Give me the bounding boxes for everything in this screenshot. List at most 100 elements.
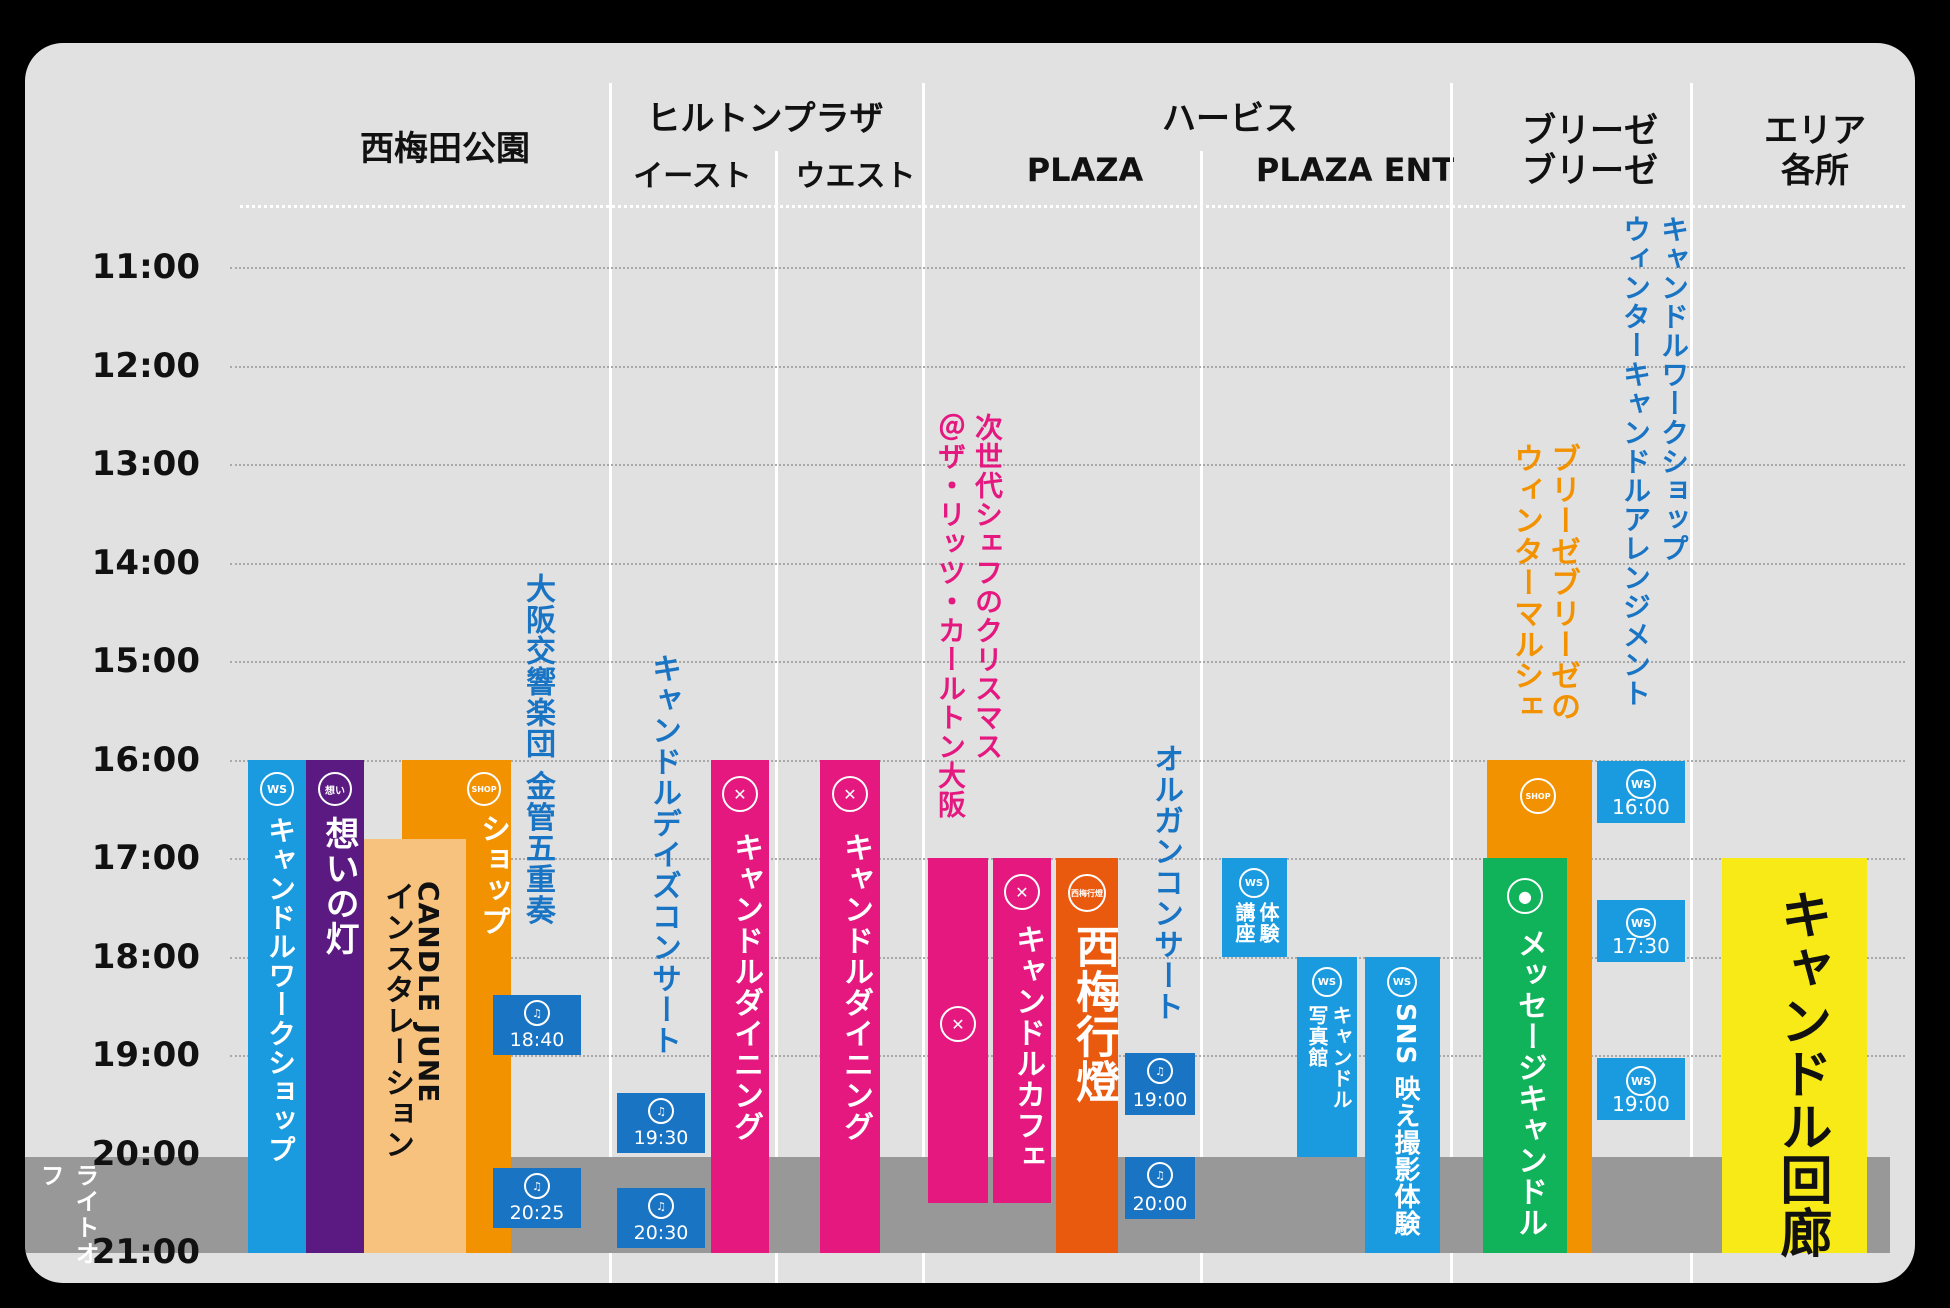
time-label: 20:00: [91, 1134, 200, 1174]
event-label: 写真館: [1305, 1005, 1329, 1068]
fork-knife-icon: ✕: [940, 1006, 976, 1042]
event-shashinkan[interactable]: WS キャンドル 写真館: [1297, 957, 1357, 1157]
event-breeze-marche-2: ウィンターマルシェ: [1508, 443, 1543, 722]
time-label: 12:00: [91, 346, 200, 386]
shop-icon: SHOP: [467, 772, 501, 806]
event-label: 講座: [1232, 902, 1256, 944]
event-message-candle[interactable]: ● メッセージキャンドル: [1483, 858, 1567, 1253]
light-off-label: ライトオフ: [36, 1163, 99, 1267]
event-koza[interactable]: WS 体験 講座: [1222, 858, 1287, 957]
event-candle-cafe[interactable]: ✕ キャンドルカフェ: [993, 858, 1051, 1203]
gridline-1400: [230, 563, 1905, 565]
event-label: キャンドル回廊: [1771, 888, 1831, 1259]
days-time-2[interactable]: ♫ 20:30: [617, 1188, 705, 1248]
time-label: 15:00: [91, 641, 200, 681]
event-label: CANDLE JUNE: [412, 881, 445, 1104]
time-label: 17:00: [91, 838, 200, 878]
organ-time-2[interactable]: ♫ 20:00: [1125, 1157, 1195, 1219]
time-text: 20:30: [633, 1222, 689, 1244]
music-icon: ♫: [524, 1173, 550, 1199]
fork-knife-icon: ✕: [1004, 874, 1040, 910]
gridline-1200: [230, 366, 1905, 368]
event-label: 西梅行燈: [1068, 924, 1119, 1104]
column-divider: [775, 151, 778, 1283]
shop-icon: SHOP: [1520, 778, 1556, 814]
event-label: SNS 映え撮影体験: [1390, 1003, 1420, 1238]
schedule-panel: 西梅田公園 ヒルトンプラザ イースト ウエスト ハービス PLAZA PLAZA…: [25, 43, 1915, 1283]
header-nishiumeda: 西梅田公園: [360, 129, 530, 169]
time-label: 16:00: [91, 740, 200, 780]
event-sns[interactable]: WS SNS 映え撮影体験: [1365, 957, 1440, 1253]
header-plaza: PLAZA: [1026, 151, 1144, 189]
event-candle-workshop[interactable]: WS キャンドルワークショップ: [248, 760, 306, 1253]
header-area-2: 各所: [1781, 151, 1849, 191]
gridline-1500: [230, 661, 1905, 663]
gridline-1100: [230, 267, 1905, 269]
header-plaza-ent: PLAZA ENT: [1255, 151, 1455, 189]
event-candle-june[interactable]: CANDLE JUNE インスタレーション: [364, 839, 466, 1253]
header-breeze-2: ブリーゼ: [1522, 151, 1658, 191]
time-text: 19:30: [633, 1127, 689, 1149]
time-label: 14:00: [91, 543, 200, 583]
header-east: イースト: [633, 159, 752, 194]
event-label: キャンドルカフェ: [1010, 924, 1045, 1172]
ws-icon: WS: [1239, 868, 1269, 898]
organ-time-1[interactable]: ♫ 19:00: [1125, 1053, 1195, 1115]
fork-knife-icon: ✕: [832, 776, 868, 812]
event-candle-days: キャンドルデイズコンサート: [646, 653, 681, 1056]
header-hilton: ヒルトンプラザ: [646, 99, 884, 139]
event-candle-corridor[interactable]: キャンドル回廊: [1722, 858, 1867, 1259]
column-divider: [1690, 83, 1693, 1283]
ws-time-2[interactable]: WS 17:30: [1597, 900, 1685, 962]
ws-time-3[interactable]: WS 19:00: [1597, 1058, 1685, 1120]
brass-time-2[interactable]: ♫ 20:25: [493, 1168, 581, 1228]
column-divider: [609, 83, 612, 1283]
event-breeze-marche: ブリーゼブリーゼの: [1545, 443, 1580, 722]
event-dining-east[interactable]: ✕ キャンドルダイニング: [711, 760, 769, 1253]
event-winter-ws-2: ウィンターキャンドルアレンジメント: [1619, 215, 1652, 708]
event-ritz: 次世代シェフのクリスマス: [971, 413, 1004, 761]
brass-time-1[interactable]: ♫ 18:40: [493, 995, 581, 1055]
time-text: 19:00: [1612, 1092, 1670, 1116]
event-organ: オルガンコンサート: [1148, 743, 1183, 1022]
gridline-1300: [230, 464, 1905, 466]
ws-icon: WS: [1387, 967, 1417, 997]
event-osaka-brass: 大阪交響楽団 金管五重奏: [520, 573, 555, 926]
ws-icon: WS: [1626, 1066, 1656, 1096]
event-shop-top[interactable]: SHOP: [402, 760, 511, 839]
header-herbis: ハービス: [1162, 99, 1298, 139]
ws-icon: WS: [1626, 908, 1656, 938]
event-shop-label: ショップ: [475, 813, 510, 937]
event-umeda-andon[interactable]: 西梅行燈 西梅行燈: [1056, 858, 1119, 1253]
event-label: キャンドル: [1329, 1005, 1353, 1110]
ws-icon: WS: [1626, 769, 1656, 799]
gridline-1600: [230, 760, 1905, 762]
days-time-1[interactable]: ♫ 19:30: [617, 1093, 705, 1153]
music-icon: ♫: [524, 1000, 550, 1026]
ws-time-1[interactable]: WS 16:00: [1597, 761, 1685, 823]
header-west: ウエスト: [795, 159, 916, 194]
time-label: 19:00: [91, 1035, 200, 1075]
andon-icon: 西梅行燈: [1068, 874, 1106, 912]
music-icon: ♫: [648, 1098, 674, 1124]
event-ritz-bar[interactable]: ✕: [928, 858, 988, 1203]
ws-icon: WS: [260, 772, 294, 806]
time-label: 21:00: [91, 1232, 200, 1272]
event-dining-west[interactable]: ✕ キャンドルダイニング: [820, 760, 880, 1253]
event-label: 体験: [1256, 902, 1280, 944]
time-text: 18:40: [509, 1029, 565, 1051]
event-label: キャンドルダイニング: [838, 832, 873, 1142]
ws-icon: WS: [1312, 967, 1342, 997]
event-ritz-2: ＠ザ・リッツ・カールトン大阪: [934, 413, 967, 819]
time-text: 17:30: [1612, 934, 1670, 958]
event-omoi-no-hi[interactable]: 想い 想いの灯: [306, 760, 364, 1253]
event-label: キャンドルダイニング: [728, 832, 763, 1142]
time-label: 13:00: [91, 444, 200, 484]
event-label: キャンドルワークショップ: [264, 816, 297, 1164]
column-divider: [1200, 151, 1203, 1283]
event-label: メッセージキャンドル: [1512, 928, 1547, 1238]
time-text: 16:00: [1612, 795, 1670, 819]
event-winter-ws: キャンドルワークショップ: [1657, 215, 1690, 563]
header-divider: [240, 205, 1905, 208]
water-drop-icon: ●: [1507, 878, 1543, 914]
